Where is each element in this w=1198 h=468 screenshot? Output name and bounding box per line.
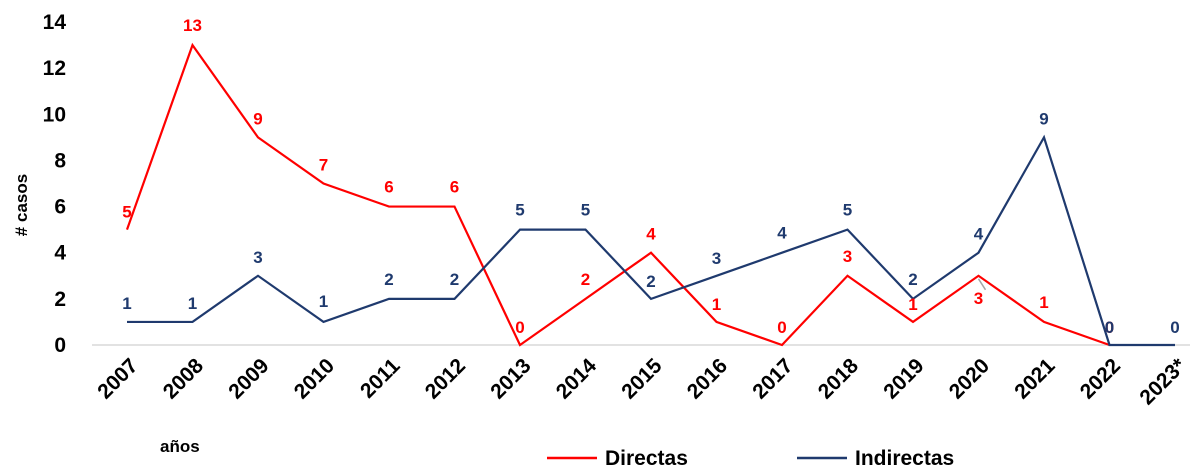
y-tick-label: 12 [43, 57, 66, 80]
data-label: 3 [843, 247, 852, 266]
x-axis-ticks: 2007 2008 2009 2010 2011 2012 2013 2014 2015 2016… [93, 354, 1191, 410]
x-tick-label: 2008 [159, 354, 209, 404]
data-label: 4 [974, 225, 984, 244]
y-axis-ticks: 0 2 4 6 8 10 12 14 [43, 11, 67, 357]
data-label: 4 [646, 225, 656, 244]
y-tick-label: 14 [43, 11, 67, 34]
data-label: 0 [1170, 318, 1179, 337]
x-tick-label: 2015 [617, 354, 667, 404]
data-label: 5 [122, 203, 131, 222]
data-label: 0 [515, 318, 524, 337]
x-axis-title: años [160, 437, 200, 456]
x-tick-label: 2019 [879, 354, 928, 403]
data-label: 3 [712, 249, 721, 268]
y-tick-label: 4 [54, 242, 66, 265]
legend: Directas Indirectas [547, 447, 954, 468]
y-tick-label: 8 [54, 149, 66, 172]
data-label: 7 [319, 156, 328, 175]
y-tick-label: 6 [54, 196, 66, 219]
series-line-directas [127, 45, 1110, 345]
data-label: 2 [384, 270, 393, 289]
data-label: 9 [253, 109, 262, 128]
y-tick-label: 10 [43, 103, 66, 126]
y-tick-label: 2 [54, 288, 66, 311]
data-label: 13 [183, 16, 202, 35]
x-tick-label: 2023* [1135, 354, 1191, 410]
data-label: 0 [1105, 318, 1114, 337]
data-label: 1 [188, 294, 197, 313]
data-label: 2 [908, 270, 917, 289]
data-label: 5 [515, 201, 524, 220]
y-axis-title: # casos [12, 174, 31, 236]
data-label: 6 [450, 178, 459, 197]
x-tick-label: 2021 [1010, 354, 1060, 404]
data-label: 1 [319, 292, 328, 311]
x-tick-label: 2009 [224, 354, 273, 403]
data-label: 1 [1039, 293, 1048, 312]
data-label: 3 [253, 248, 262, 267]
x-tick-label: 2012 [421, 354, 470, 403]
data-label: 1 [908, 295, 917, 314]
data-label: 3 [974, 289, 983, 308]
x-tick-label: 2013 [486, 354, 535, 403]
data-label: 2 [646, 272, 655, 291]
x-tick-label: 2017 [748, 354, 797, 403]
data-label: 9 [1039, 109, 1048, 128]
x-tick-label: 2014 [552, 354, 602, 404]
data-label: 2 [450, 270, 459, 289]
data-label: 0 [777, 318, 786, 337]
data-label: 6 [384, 178, 393, 197]
data-label: 5 [843, 201, 852, 220]
y-tick-label: 0 [54, 334, 66, 357]
x-tick-label: 2011 [356, 354, 405, 403]
x-tick-label: 2020 [945, 354, 994, 403]
data-label: 4 [777, 224, 787, 243]
data-label: 2 [581, 270, 590, 289]
legend-label-directas: Directas [605, 447, 688, 468]
x-tick-label: 2018 [814, 354, 864, 404]
data-label: 1 [712, 295, 721, 314]
series-lines [127, 45, 1175, 345]
x-tick-label: 2016 [683, 354, 732, 403]
x-tick-label: 2007 [93, 354, 142, 403]
data-label: 5 [581, 201, 590, 220]
x-tick-label: 2010 [290, 354, 339, 403]
x-tick-label: 2022 [1076, 354, 1125, 403]
data-label: 1 [122, 294, 131, 313]
legend-label-indirectas: Indirectas [855, 447, 954, 468]
